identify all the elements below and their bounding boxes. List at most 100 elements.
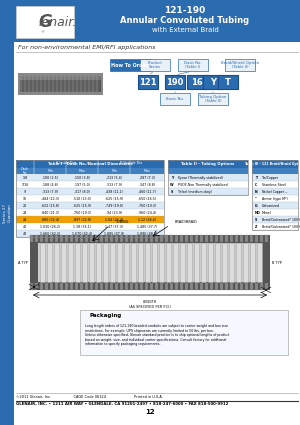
Bar (110, 235, 113, 242)
Bar (20, 76, 101, 80)
Bar (255, 283, 258, 290)
Bar (110, 283, 113, 290)
Bar (30, 235, 33, 242)
Bar (28, 76, 30, 92)
Text: Braid/Galvanized* 100%: Braid/Galvanized* 100% (262, 218, 300, 221)
Bar (160, 283, 163, 290)
Bar (135, 235, 138, 242)
Bar (252, 168, 298, 174)
Text: .880 (22.4): .880 (22.4) (41, 218, 59, 221)
Text: 12: 12 (145, 409, 155, 415)
Text: C: C (255, 182, 257, 187)
Bar (90, 283, 93, 290)
Bar (35, 235, 38, 242)
Bar (140, 283, 143, 290)
Bar (252, 216, 298, 223)
Text: 1.660 (42.2): 1.660 (42.2) (40, 232, 60, 235)
Bar (85, 283, 88, 290)
Text: G: G (38, 13, 52, 31)
Text: GLENAIR, INC. • 1211 AIR WAY • GLENDALE, CA 91201-2497 • 818-247-6000 • FAX 818-: GLENAIR, INC. • 1211 AIR WAY • GLENDALE,… (16, 402, 228, 406)
Bar (243, 243, 248, 282)
Bar (130, 235, 133, 242)
Text: 1.485 (37.7): 1.485 (37.7) (137, 224, 157, 229)
Bar (190, 235, 193, 242)
Text: Min: Min (47, 169, 53, 173)
Bar (166, 243, 171, 282)
Text: B TYP: B TYP (272, 261, 282, 264)
Bar (105, 235, 108, 242)
Bar (168, 174, 248, 181)
Text: lenair.: lenair. (39, 15, 77, 28)
Bar (32, 76, 34, 92)
Bar (96, 76, 98, 92)
Bar (80, 310, 288, 355)
Bar (187, 243, 192, 282)
Text: .484 (12.3): .484 (12.3) (41, 196, 59, 201)
Bar (168, 160, 248, 168)
Bar (175, 235, 178, 242)
Bar (16, 168, 164, 174)
Bar (205, 283, 208, 290)
Bar (16, 202, 164, 209)
Bar (130, 283, 133, 290)
Text: PVDF-Non Thermally stabilized: PVDF-Non Thermally stabilized (178, 182, 228, 187)
Text: 190: 190 (166, 77, 184, 87)
Text: Packaging: Packaging (90, 314, 122, 318)
Text: .749 (19.0): .749 (19.0) (105, 204, 123, 207)
Bar (160, 93, 190, 105)
Bar (68, 243, 73, 282)
Bar (145, 235, 148, 242)
Text: Tin/Copper: Tin/Copper (262, 176, 279, 179)
Text: 24: 24 (23, 210, 27, 215)
Bar (159, 243, 164, 282)
Bar (100, 235, 103, 242)
Text: Long length orders of 121-190 braided conduits are subject to carrier weight and: Long length orders of 121-190 braided co… (85, 324, 230, 346)
Text: T: T (225, 77, 231, 87)
Text: 9: 9 (24, 190, 26, 193)
Bar (20, 76, 101, 92)
Bar (0, 0, 300, 42)
Bar (220, 235, 223, 242)
Text: 1.38 (35.1): 1.38 (35.1) (73, 224, 91, 229)
Text: .197 (5.0): .197 (5.0) (74, 182, 90, 187)
Bar (265, 283, 268, 290)
Bar (218, 75, 238, 89)
Bar (170, 235, 173, 242)
Bar (178, 59, 208, 71)
Text: .150 (3.8): .150 (3.8) (74, 176, 90, 179)
Text: .313 (7.9): .313 (7.9) (106, 182, 122, 187)
Bar (194, 243, 199, 282)
Bar (40, 235, 43, 242)
Text: Galvanized: Galvanized (262, 204, 280, 207)
Bar (173, 243, 178, 282)
Bar (250, 243, 255, 282)
Bar (115, 283, 118, 290)
Bar (18, 73, 103, 95)
Bar (68, 76, 70, 92)
Text: Product
Series: Product Series (148, 61, 162, 69)
Text: .188 (4.8): .188 (4.8) (42, 182, 58, 187)
Text: Stainless Steel: Stainless Steel (262, 182, 286, 187)
Bar (145, 243, 150, 282)
Bar (16, 181, 164, 188)
Bar (117, 243, 122, 282)
Text: S: S (255, 218, 257, 221)
Bar (65, 283, 68, 290)
Bar (50, 283, 53, 290)
Bar (236, 243, 241, 282)
Text: MO: MO (255, 210, 261, 215)
Bar (168, 181, 248, 188)
Bar (198, 93, 228, 105)
Bar (48, 76, 50, 92)
Text: N: N (255, 190, 258, 193)
Text: .100 (2.5): .100 (2.5) (42, 176, 58, 179)
Bar (135, 283, 138, 290)
Text: --: -- (255, 196, 258, 201)
Bar (145, 283, 148, 290)
Bar (252, 195, 298, 202)
Text: .347 (8.8): .347 (8.8) (139, 182, 155, 187)
Bar (240, 235, 243, 242)
Bar (155, 283, 158, 290)
Bar (225, 283, 228, 290)
Bar (252, 160, 298, 230)
